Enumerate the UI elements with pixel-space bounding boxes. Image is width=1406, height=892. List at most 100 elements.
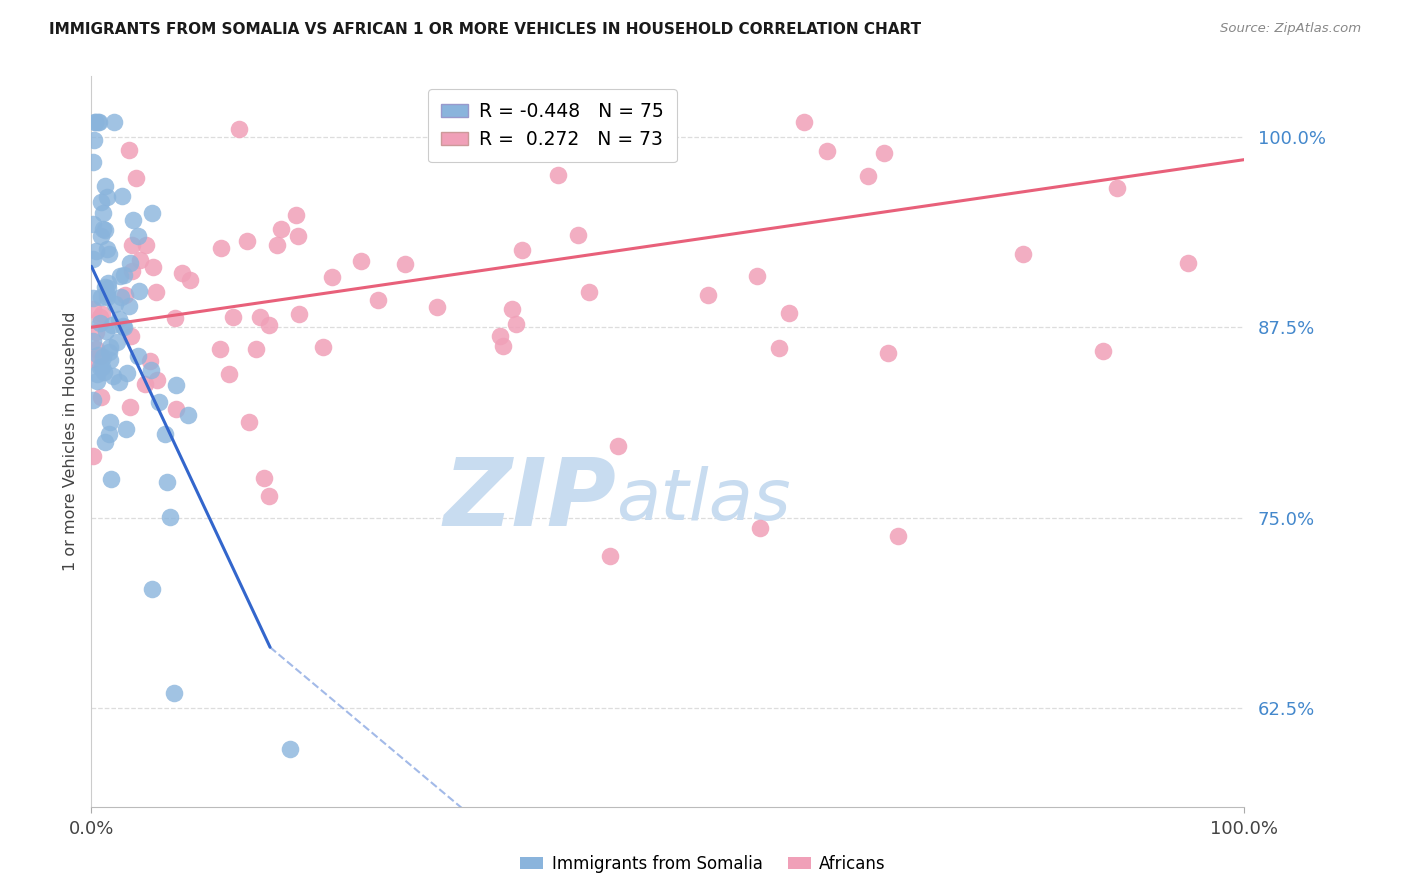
Legend: Immigrants from Somalia, Africans: Immigrants from Somalia, Africans bbox=[513, 848, 893, 880]
Point bbox=[89, 316, 111, 330]
Point bbox=[1177, 255, 1199, 269]
Point bbox=[153, 427, 176, 442]
Point bbox=[148, 395, 170, 409]
Point bbox=[120, 328, 142, 343]
Point bbox=[82, 352, 104, 367]
Point bbox=[135, 238, 157, 252]
Point bbox=[91, 221, 114, 235]
Point bbox=[96, 287, 118, 301]
Point bbox=[127, 228, 149, 243]
Point bbox=[367, 293, 389, 307]
Point bbox=[1105, 181, 1128, 195]
Point bbox=[128, 284, 150, 298]
Point bbox=[697, 288, 720, 302]
Point bbox=[778, 306, 800, 320]
Point bbox=[505, 318, 527, 332]
Point bbox=[141, 205, 163, 219]
Point bbox=[82, 450, 104, 464]
Point bbox=[90, 290, 112, 304]
Point bbox=[208, 342, 231, 356]
Point bbox=[100, 472, 122, 486]
Point bbox=[1092, 344, 1115, 359]
Point bbox=[100, 318, 122, 333]
Point bbox=[163, 686, 186, 700]
Point bbox=[349, 254, 371, 268]
Point bbox=[165, 378, 187, 392]
Point bbox=[257, 489, 280, 503]
Point bbox=[94, 324, 117, 338]
Point bbox=[139, 354, 162, 368]
Point bbox=[121, 213, 143, 227]
Point bbox=[127, 349, 149, 363]
Point bbox=[90, 390, 112, 404]
Point bbox=[118, 256, 141, 270]
Point bbox=[489, 329, 512, 343]
Point bbox=[82, 217, 104, 231]
Point bbox=[492, 338, 515, 352]
Point bbox=[86, 244, 108, 258]
Point bbox=[110, 289, 132, 303]
Point bbox=[86, 325, 108, 339]
Point bbox=[86, 367, 108, 381]
Point bbox=[96, 242, 118, 256]
Point bbox=[108, 376, 131, 390]
Point bbox=[97, 276, 120, 290]
Point bbox=[145, 285, 167, 300]
Point bbox=[96, 189, 118, 203]
Text: ZIP: ZIP bbox=[443, 454, 616, 546]
Point bbox=[91, 307, 114, 321]
Point bbox=[84, 114, 107, 128]
Point bbox=[165, 401, 187, 416]
Point bbox=[236, 234, 259, 248]
Point bbox=[105, 334, 128, 349]
Point bbox=[98, 345, 121, 359]
Point bbox=[278, 742, 301, 756]
Point bbox=[547, 168, 569, 182]
Point bbox=[82, 392, 104, 407]
Point bbox=[98, 352, 121, 367]
Point bbox=[93, 365, 115, 379]
Point bbox=[114, 422, 136, 436]
Point bbox=[110, 189, 132, 203]
Point bbox=[146, 373, 169, 387]
Point bbox=[89, 114, 111, 128]
Point bbox=[312, 340, 335, 354]
Point bbox=[89, 360, 111, 375]
Point bbox=[427, 143, 450, 157]
Point bbox=[84, 342, 107, 356]
Point bbox=[98, 340, 121, 354]
Point bbox=[90, 194, 112, 209]
Point bbox=[94, 178, 117, 193]
Point bbox=[876, 345, 898, 359]
Text: Source: ZipAtlas.com: Source: ZipAtlas.com bbox=[1220, 22, 1361, 36]
Point bbox=[218, 367, 240, 381]
Point bbox=[91, 206, 114, 220]
Point bbox=[510, 243, 533, 257]
Point bbox=[104, 297, 127, 311]
Point bbox=[222, 310, 245, 324]
Point bbox=[82, 302, 104, 317]
Point bbox=[87, 114, 110, 128]
Y-axis label: 1 or more Vehicles in Household: 1 or more Vehicles in Household bbox=[62, 312, 77, 571]
Point bbox=[120, 400, 142, 414]
Point bbox=[501, 301, 523, 316]
Point bbox=[266, 238, 288, 252]
Point bbox=[134, 376, 156, 391]
Point bbox=[887, 529, 910, 543]
Point bbox=[117, 299, 139, 313]
Point bbox=[170, 266, 193, 280]
Point bbox=[121, 264, 143, 278]
Point bbox=[82, 155, 104, 169]
Point bbox=[285, 208, 308, 222]
Point bbox=[245, 342, 267, 356]
Point bbox=[321, 270, 343, 285]
Point bbox=[91, 360, 114, 375]
Point bbox=[129, 252, 152, 267]
Point bbox=[249, 310, 271, 324]
Point bbox=[768, 341, 790, 355]
Point bbox=[578, 285, 600, 300]
Point bbox=[83, 133, 105, 147]
Point bbox=[96, 290, 118, 304]
Point bbox=[89, 310, 111, 324]
Point bbox=[238, 416, 260, 430]
